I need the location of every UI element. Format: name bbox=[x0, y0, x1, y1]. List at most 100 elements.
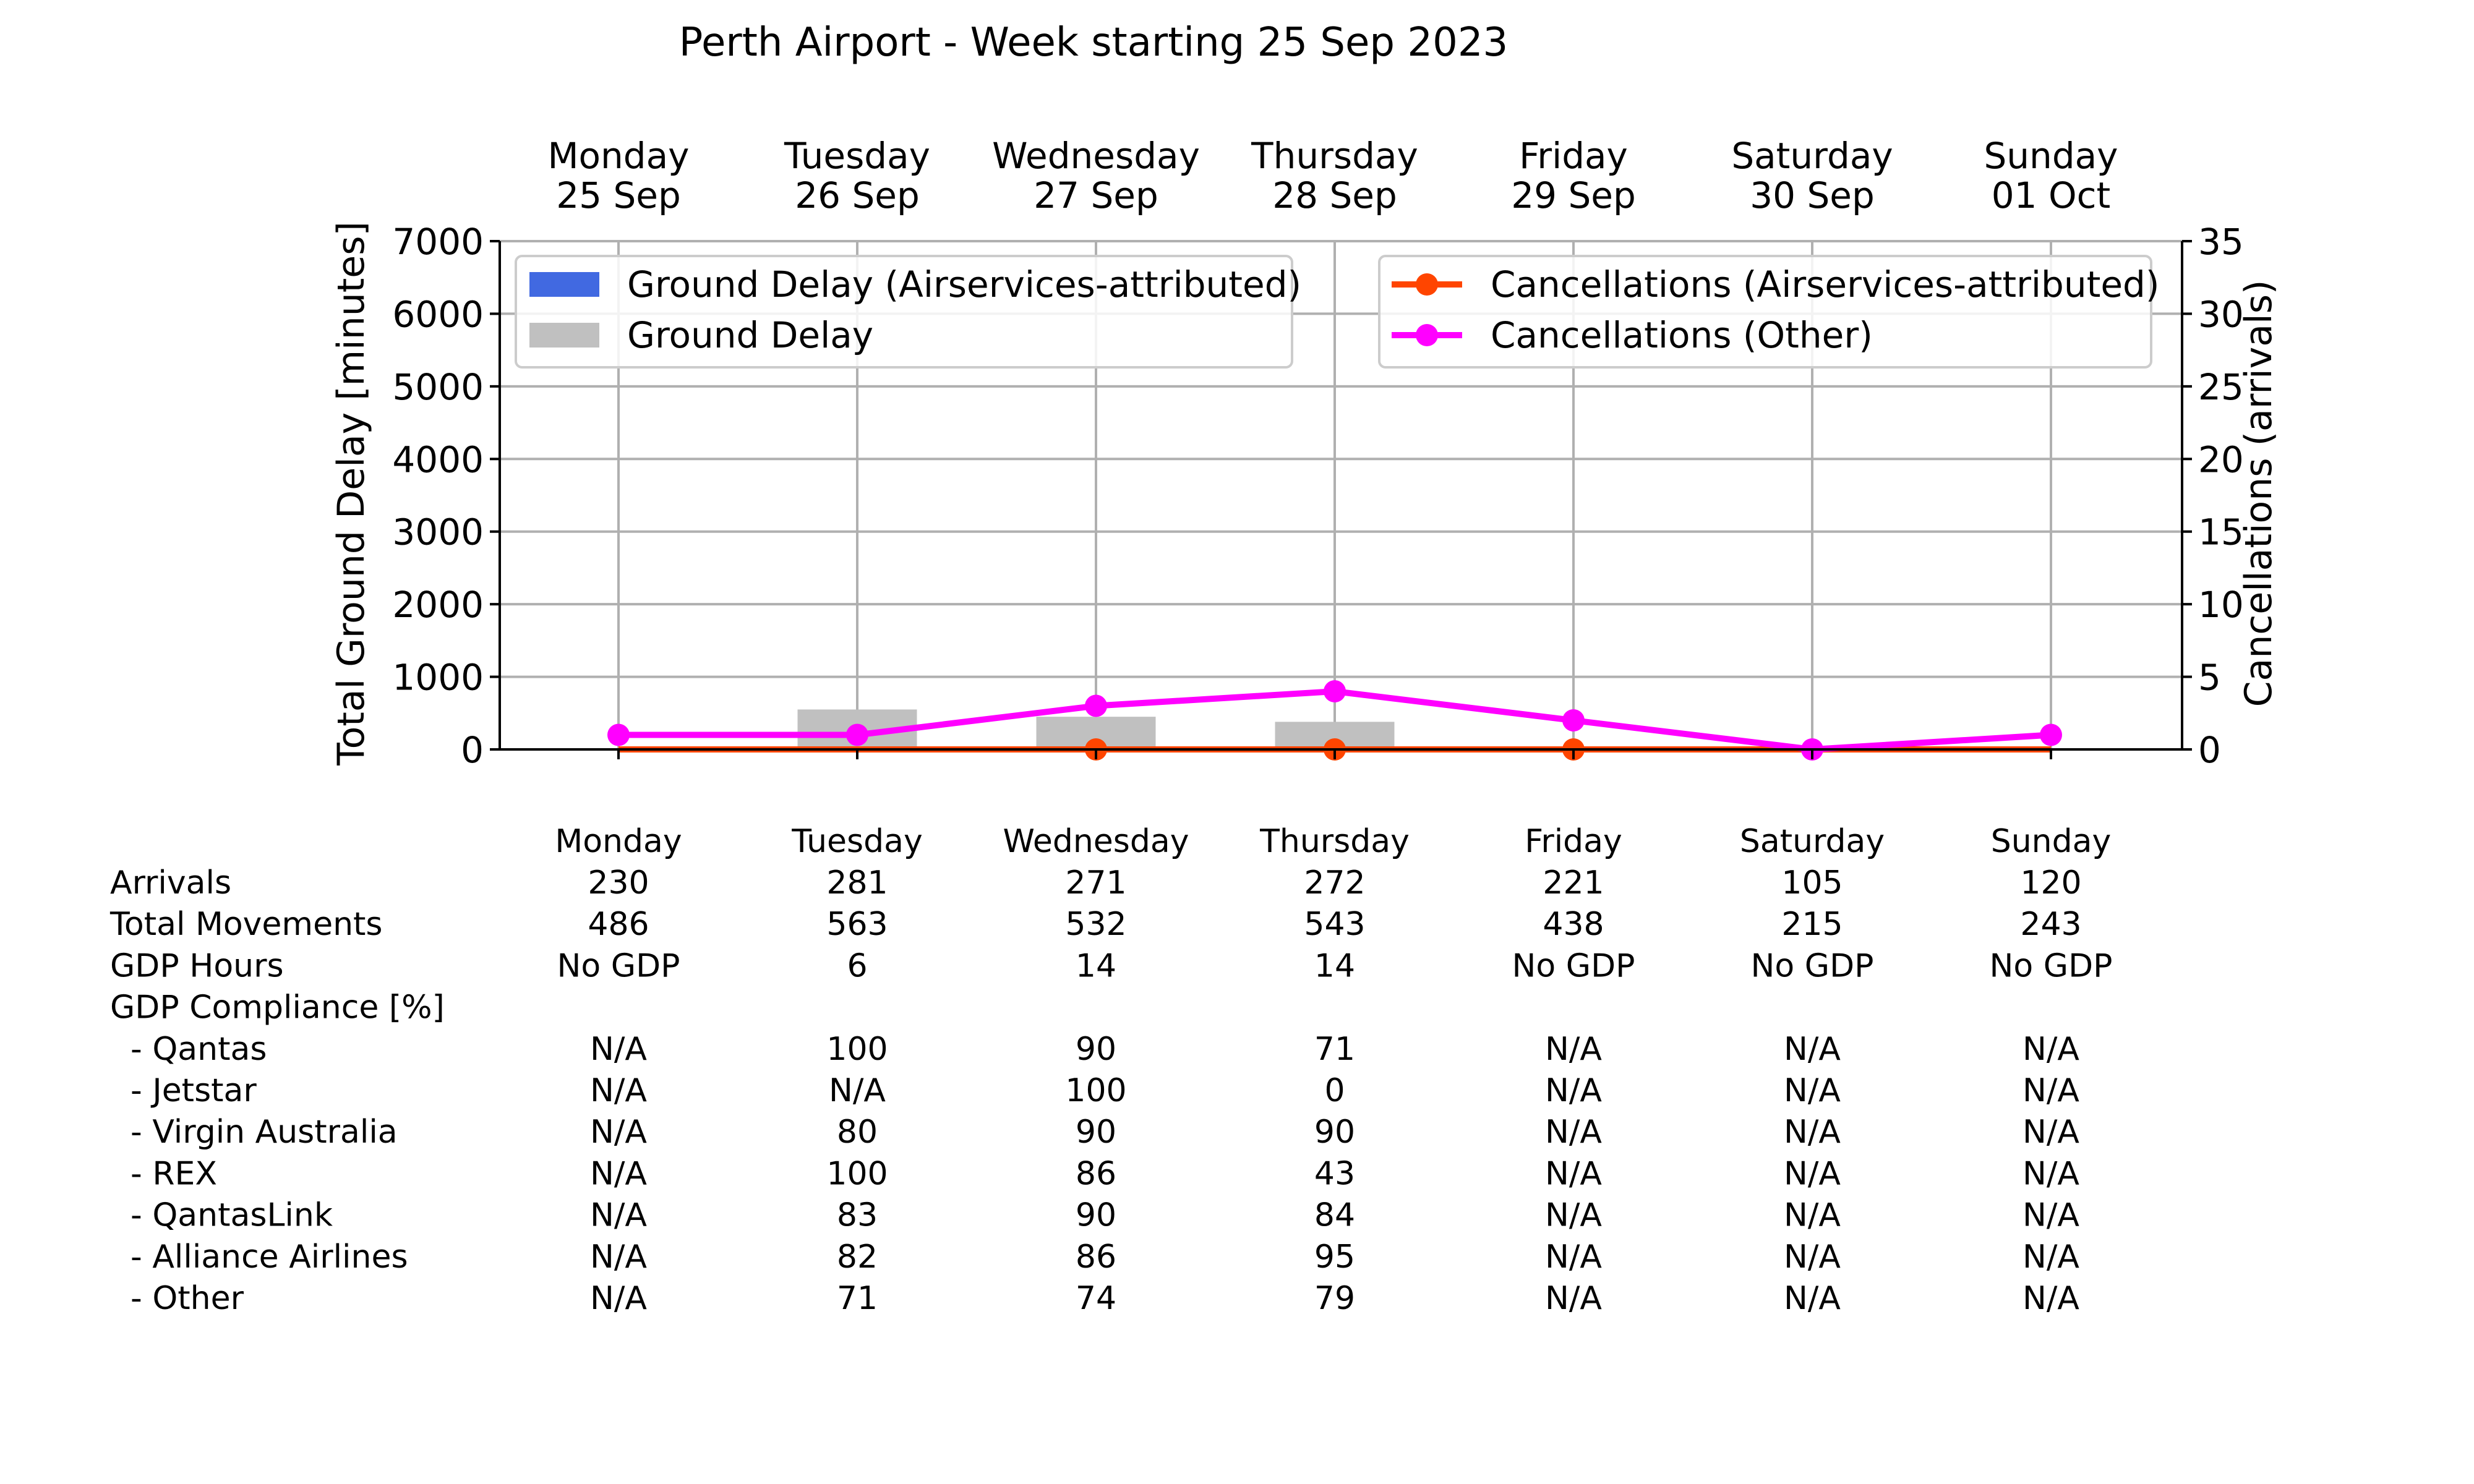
day-label: Monday bbox=[548, 135, 690, 177]
table-cell: 71 bbox=[837, 1280, 878, 1317]
table-cell: 120 bbox=[2020, 864, 2081, 902]
table-cell: N/A bbox=[1545, 1280, 1602, 1317]
table-cell: N/A bbox=[1784, 1197, 1841, 1234]
table-header-cell: Thursday bbox=[1259, 823, 1410, 860]
table-row-label: - Other bbox=[110, 1280, 244, 1317]
table-cell: 532 bbox=[1065, 906, 1126, 943]
table-cell: 84 bbox=[1314, 1197, 1355, 1234]
table-header-cell: Tuesday bbox=[791, 823, 923, 860]
summary-table: Monday Tuesday Wednesday Thursday Friday Satu… bbox=[109, 823, 2112, 1317]
table-cell: 271 bbox=[1065, 864, 1126, 902]
table-cell: N/A bbox=[590, 1031, 647, 1068]
cancellations-other-point-thursday bbox=[1324, 680, 1346, 703]
table-header-cell: Sunday bbox=[1991, 823, 2112, 860]
table-cell: N/A bbox=[1545, 1031, 1602, 1068]
legend-left-frame bbox=[515, 255, 1293, 369]
table-cell: N/A bbox=[590, 1114, 647, 1151]
table-cell: 90 bbox=[1076, 1031, 1116, 1068]
table-cell: 281 bbox=[826, 864, 888, 902]
table-cell: N/A bbox=[1784, 1280, 1841, 1317]
date-label: 27 Sep bbox=[1034, 174, 1158, 216]
date-label: 25 Sep bbox=[556, 174, 681, 216]
table-cell: 71 bbox=[1314, 1031, 1355, 1068]
table-header-cell: Wednesday bbox=[1003, 823, 1189, 860]
table-cell: 243 bbox=[2020, 906, 2081, 943]
legend-label: Cancellations (Airservices-attributed) bbox=[1491, 263, 2160, 305]
y-left-tick-label: 3000 bbox=[392, 511, 484, 553]
legend-right-frame bbox=[1378, 255, 2152, 369]
table-cell: 74 bbox=[1076, 1280, 1116, 1317]
day-label: Tuesday bbox=[784, 135, 930, 177]
y-right-tick-label: 10 bbox=[2198, 584, 2244, 626]
table-row-label: GDP Compliance [%] bbox=[110, 989, 445, 1026]
table-cell: 14 bbox=[1076, 947, 1116, 984]
table-cell: No GDP bbox=[557, 947, 680, 984]
table-cell: 272 bbox=[1304, 864, 1365, 902]
table-cell: N/A bbox=[1545, 1072, 1602, 1109]
table-cell: 0 bbox=[1324, 1072, 1345, 1109]
table-cell: N/A bbox=[2022, 1280, 2079, 1317]
table-row-label: Total Movements bbox=[109, 906, 383, 943]
cancellations-other-point-monday bbox=[607, 723, 630, 746]
day-label: Thursday bbox=[1251, 135, 1418, 177]
y-right-tick-label: 5 bbox=[2198, 657, 2221, 699]
y-left-tick-label: 5000 bbox=[392, 366, 484, 408]
day-label: Saturday bbox=[1731, 135, 1893, 177]
table-cell: N/A bbox=[1784, 1031, 1841, 1068]
table-cell: No GDP bbox=[1990, 947, 2113, 984]
table-cell: N/A bbox=[2022, 1155, 2079, 1192]
day-label: Sunday bbox=[1984, 135, 2118, 177]
table-row-label: - QantasLink bbox=[110, 1197, 333, 1234]
legend-swatch-ground-delay-airservices bbox=[529, 272, 599, 297]
table-cell: 100 bbox=[826, 1155, 888, 1192]
legend-label: Ground Delay bbox=[627, 314, 873, 356]
table-cell: N/A bbox=[590, 1155, 647, 1192]
table-cell: N/A bbox=[1784, 1072, 1841, 1109]
table-cell: N/A bbox=[2022, 1239, 2079, 1276]
table-row-label: GDP Hours bbox=[110, 947, 284, 984]
y-axis-right-label: Cancellations (arrivals) bbox=[2237, 280, 2280, 707]
table-cell: 90 bbox=[1076, 1197, 1116, 1234]
legend-marker-cancellations-airservices bbox=[1416, 273, 1438, 296]
table-header-cell: Friday bbox=[1525, 823, 1622, 860]
y-right-tick-label: 0 bbox=[2198, 729, 2221, 771]
y-right-tick-label: 20 bbox=[2198, 438, 2244, 480]
table-cell: 486 bbox=[588, 906, 649, 943]
chart-title: Perth Airport - Week starting 25 Sep 202… bbox=[679, 20, 1509, 66]
table-cell: 543 bbox=[1304, 906, 1365, 943]
table-cell: 83 bbox=[837, 1197, 878, 1234]
table-cell: N/A bbox=[1545, 1239, 1602, 1276]
table-cell: N/A bbox=[2022, 1114, 2079, 1151]
y-right-tick-label: 15 bbox=[2198, 511, 2244, 553]
table-cell: 43 bbox=[1314, 1155, 1355, 1192]
table-cell: 86 bbox=[1076, 1239, 1116, 1276]
table-cell: 100 bbox=[1065, 1072, 1126, 1109]
table-cell: 90 bbox=[1314, 1114, 1355, 1151]
table-row-label: - Virgin Australia bbox=[110, 1114, 398, 1151]
date-label: 29 Sep bbox=[1511, 174, 1636, 216]
legend-right: Cancellations (Airservices-attributed) Ca… bbox=[1378, 255, 2160, 369]
axes-layer: 0 1000 2000 3000 4000 5000 6000 7000 0 5 10 15 20 25 3… bbox=[392, 221, 2243, 771]
y-left-tick-label: 1000 bbox=[392, 657, 484, 699]
y-left-tick-label: 6000 bbox=[392, 293, 484, 335]
table-cell: N/A bbox=[2022, 1031, 2079, 1068]
table-cell: N/A bbox=[2022, 1197, 2079, 1234]
table-cell: 80 bbox=[837, 1114, 878, 1151]
table-cell: N/A bbox=[590, 1197, 647, 1234]
table-cell: N/A bbox=[590, 1280, 647, 1317]
legend-label: Ground Delay (Airservices-attributed) bbox=[627, 263, 1301, 305]
table-cell: 438 bbox=[1543, 906, 1604, 943]
table-row-label: - REX bbox=[110, 1155, 217, 1192]
table-row-label: - Alliance Airlines bbox=[110, 1239, 408, 1276]
date-label: 30 Sep bbox=[1750, 174, 1875, 216]
date-label: 01 Oct bbox=[1992, 174, 2111, 216]
legend-label: Cancellations (Other) bbox=[1491, 314, 1873, 356]
table-cell: N/A bbox=[590, 1072, 647, 1109]
y-left-tick-label: 2000 bbox=[392, 584, 484, 626]
legend-left: Ground Delay (Airservices-attributed) Gro… bbox=[515, 255, 1301, 369]
table-cell: 221 bbox=[1543, 864, 1604, 902]
table-cell: N/A bbox=[1784, 1155, 1841, 1192]
y-axis-left-label: Total Ground Delay [minutes] bbox=[330, 221, 373, 766]
